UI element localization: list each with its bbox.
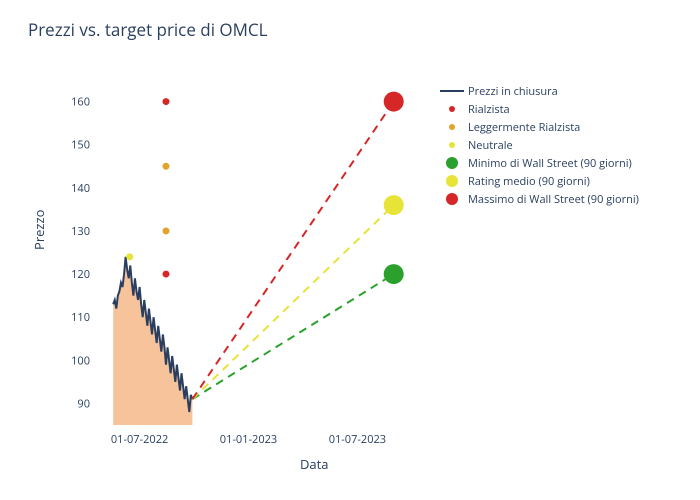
legend-item[interactable]: Prezzi in chiusura <box>438 82 639 100</box>
projection-dot-massimo <box>384 92 404 112</box>
legend-dot-icon <box>449 124 455 130</box>
chart-svg: 90 100 110 120 130 140 150 160 01-07-2022 01-01-2… <box>0 0 700 500</box>
legend-item[interactable]: Rating medio (90 giorni) <box>438 172 639 190</box>
legend-dot-icon <box>449 106 455 112</box>
legend-swatch <box>438 138 466 152</box>
y-tick-label: 150 <box>71 138 90 153</box>
legend-item[interactable]: Neutrale <box>438 136 639 154</box>
legend-label: Rating medio (90 giorni) <box>468 174 590 189</box>
analyst-dot <box>163 227 170 234</box>
legend-dot-icon <box>446 175 458 187</box>
legend-item[interactable]: Rialzista <box>438 100 639 118</box>
y-tick-label: 100 <box>71 353 90 368</box>
legend-label: Prezzi in chiusura <box>468 84 558 99</box>
x-tick-label: 01-07-2022 <box>111 432 168 447</box>
y-tick-label: 110 <box>71 310 90 325</box>
legend-swatch <box>438 192 466 206</box>
y-tick-label: 160 <box>71 95 90 110</box>
legend-item[interactable]: Leggermente Rialzista <box>438 118 639 136</box>
chart-container: Prezzi vs. target price di OMCL Prezzo D… <box>0 0 700 500</box>
legend-label: Rialzista <box>468 102 510 117</box>
y-tick-label: 120 <box>71 267 90 282</box>
projection-line-minimo <box>192 274 393 399</box>
legend-label: Leggermente Rialzista <box>468 120 580 135</box>
analyst-dot <box>163 271 170 278</box>
y-tick-label: 90 <box>77 396 90 411</box>
legend-item[interactable]: Minimo di Wall Street (90 giorni) <box>438 154 639 172</box>
legend-label: Neutrale <box>468 138 513 153</box>
legend-dot-icon <box>446 157 458 169</box>
legend-swatch <box>438 156 466 170</box>
legend-label: Massimo di Wall Street (90 giorni) <box>468 192 639 207</box>
analyst-dot <box>163 98 170 105</box>
y-tick-label: 130 <box>71 224 90 239</box>
legend-label: Minimo di Wall Street (90 giorni) <box>468 156 632 171</box>
legend-item[interactable]: Massimo di Wall Street (90 giorni) <box>438 190 639 208</box>
projection-line-massimo <box>192 102 393 400</box>
legend-dot-icon <box>446 193 458 205</box>
legend-dot-icon <box>449 142 455 148</box>
projection-dot-minimo <box>384 264 404 284</box>
x-tick-label: 01-01-2023 <box>220 432 277 447</box>
projection-dot-medio <box>384 195 404 215</box>
projection-line-medio <box>192 205 393 399</box>
legend-swatch <box>438 84 466 98</box>
legend-swatch <box>438 102 466 116</box>
legend-line-icon <box>440 90 464 92</box>
analyst-dot <box>126 253 133 260</box>
analyst-dot <box>163 163 170 170</box>
legend: Prezzi in chiusura Rialzista Leggermente R… <box>438 82 639 208</box>
legend-swatch <box>438 120 466 134</box>
y-tick-label: 140 <box>71 181 90 196</box>
legend-swatch <box>438 174 466 188</box>
x-tick-label: 01-07-2023 <box>329 432 386 447</box>
price-area <box>113 257 192 425</box>
